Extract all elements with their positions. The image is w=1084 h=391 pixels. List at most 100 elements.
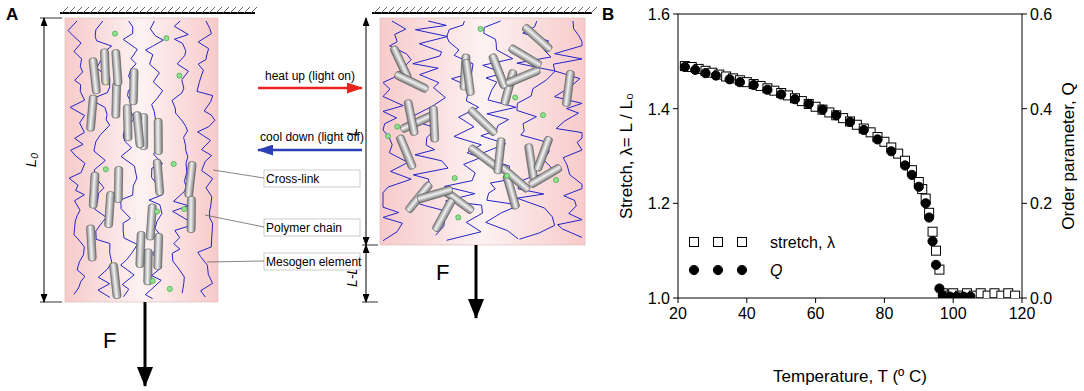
mesogen-body — [432, 197, 456, 232]
y2-tick-label: 0.0 — [1030, 290, 1052, 307]
marker-circle — [691, 65, 700, 74]
x-tick — [884, 298, 885, 303]
dimension-arrow — [366, 18, 367, 245]
mesogen — [86, 95, 97, 132]
hatch — [251, 7, 257, 13]
dimension-tick — [40, 302, 62, 303]
mesogen-body — [524, 143, 537, 180]
hatch — [395, 7, 401, 13]
hatch — [493, 7, 499, 13]
marker-circle — [777, 90, 786, 99]
hatch — [458, 7, 464, 13]
polymer-chain — [68, 21, 85, 294]
hatch — [486, 7, 492, 13]
hatch — [118, 7, 124, 13]
legend: stretch, λQ — [689, 234, 835, 279]
x-tick — [815, 298, 816, 303]
hatch — [97, 7, 103, 13]
y-tick — [673, 203, 678, 204]
y2-tick-label: 0.2 — [1030, 195, 1052, 212]
mesogen — [112, 49, 123, 85]
cross-link — [452, 175, 457, 180]
legend-marker — [689, 265, 698, 274]
dimension-tick — [362, 302, 378, 303]
panel-label: B — [602, 5, 614, 24]
marker-circle — [966, 292, 975, 298]
marker-circle — [914, 182, 923, 191]
mesogen-body — [508, 44, 543, 69]
y2-tick — [1022, 108, 1027, 109]
mesogen-body — [416, 186, 453, 204]
mesogen-body — [462, 59, 475, 96]
annotation: Cross-link — [266, 172, 320, 186]
y-tick — [673, 14, 678, 15]
mesogen — [528, 163, 563, 188]
mesogen — [488, 53, 508, 89]
mesogen — [416, 186, 453, 204]
x-tick — [678, 298, 679, 303]
mesogen — [104, 191, 114, 227]
force-label: F — [103, 328, 116, 353]
hatch — [591, 7, 597, 13]
legend-marker — [714, 238, 723, 247]
mesogen-body — [429, 106, 439, 142]
mesogen-body — [499, 164, 531, 194]
marker-circle — [887, 147, 896, 156]
hatch — [402, 7, 408, 13]
dimension-arrow — [366, 245, 367, 302]
hatch — [514, 7, 520, 13]
mesogen — [505, 66, 541, 87]
hatch — [139, 7, 145, 13]
mesogen — [508, 44, 543, 69]
cool-label: cool down (light off) — [260, 130, 364, 144]
mesogen-body — [100, 49, 109, 85]
mesogen — [467, 106, 498, 137]
marker-circle — [832, 111, 841, 120]
mesogen-body — [562, 70, 575, 107]
mesogen-body — [187, 196, 195, 232]
marker-circle — [763, 85, 772, 94]
mesogen-body — [393, 70, 429, 93]
mesogen — [136, 231, 146, 267]
y2-tick-label: 0.4 — [1030, 101, 1052, 118]
hatch — [202, 7, 208, 13]
marker-circle — [900, 161, 909, 170]
ceiling — [60, 12, 255, 14]
hatch — [549, 7, 555, 13]
figure: AL₀LL-L₀FFheat up (light on)cool down (l… — [0, 0, 1084, 391]
mesogen — [494, 137, 506, 174]
mesogen — [187, 196, 195, 232]
marker-circle — [873, 135, 882, 144]
polymer-chain — [553, 21, 582, 237]
mesogen — [393, 70, 429, 93]
cross-link — [540, 113, 545, 118]
y2-tick — [1022, 203, 1027, 204]
hatch — [69, 7, 75, 13]
series — [680, 62, 1019, 298]
elastomer-body — [65, 18, 218, 302]
annotation: Mesogen element — [266, 255, 362, 269]
hatch — [244, 7, 250, 13]
mesogen-body — [404, 99, 419, 136]
annotation-box — [264, 219, 360, 236]
x-tick — [1022, 298, 1023, 303]
x-tick-label: 80 — [876, 305, 894, 322]
legend-marker — [713, 265, 722, 274]
mesogen — [133, 111, 145, 148]
marker-circle — [725, 75, 734, 84]
mesogen — [533, 136, 553, 173]
hatch — [409, 7, 415, 13]
marker-circle — [921, 199, 930, 208]
mesogen — [114, 166, 123, 202]
y-tick-label: 1.6 — [648, 6, 670, 23]
x-tick — [953, 298, 954, 303]
marker-square — [1011, 291, 1020, 298]
mesogen-body — [146, 204, 156, 240]
mesogen — [521, 23, 553, 53]
mesogen-body — [109, 262, 121, 299]
mesogen-body — [89, 57, 101, 94]
mesogen — [112, 82, 121, 118]
legend-label: Q — [770, 262, 782, 279]
mesogen — [89, 172, 99, 208]
mesogen — [153, 159, 164, 196]
